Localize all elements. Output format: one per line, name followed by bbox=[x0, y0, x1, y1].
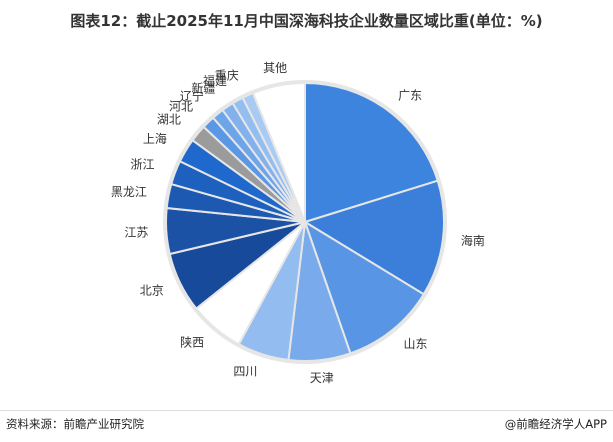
slice-label: 新疆 bbox=[191, 80, 215, 95]
slice-label: 四川 bbox=[233, 365, 257, 379]
slice-label: 广东 bbox=[398, 89, 422, 103]
slice-label: 江苏 bbox=[124, 225, 148, 239]
pie-slice-2 bbox=[303, 219, 426, 355]
pie-slice-0 bbox=[304, 81, 439, 224]
slice-label: 湖北 bbox=[157, 111, 181, 126]
slice-label: 重庆 bbox=[215, 68, 239, 82]
slice-label: 辽宁 bbox=[180, 89, 204, 104]
slice-label: 上海 bbox=[143, 131, 167, 146]
chart-title: 图表12：截止2025年11月中国深海科技企业数量区域比重(单位：%) bbox=[70, 12, 543, 30]
slice-label: 黑龙江 bbox=[111, 185, 147, 199]
slice-label: 山东 bbox=[404, 337, 428, 351]
slice-label: 河北 bbox=[169, 99, 193, 113]
pie-slice-1 bbox=[302, 179, 445, 296]
source-note: 资料来源：前瞻产业研究院 bbox=[6, 417, 144, 431]
pie-slice-17 bbox=[251, 81, 306, 223]
slice-label: 其他 bbox=[263, 61, 287, 75]
slice-label: 陕西 bbox=[180, 334, 204, 349]
divider bbox=[0, 410, 613, 411]
slice-label: 北京 bbox=[140, 284, 164, 298]
app-credit: @前瞻经济学人APP bbox=[504, 417, 607, 431]
slice-label: 海南 bbox=[461, 233, 485, 248]
slice-label: 浙江 bbox=[131, 158, 155, 172]
slice-label: 天津 bbox=[310, 371, 334, 385]
slice-label: 福建 bbox=[203, 73, 227, 88]
